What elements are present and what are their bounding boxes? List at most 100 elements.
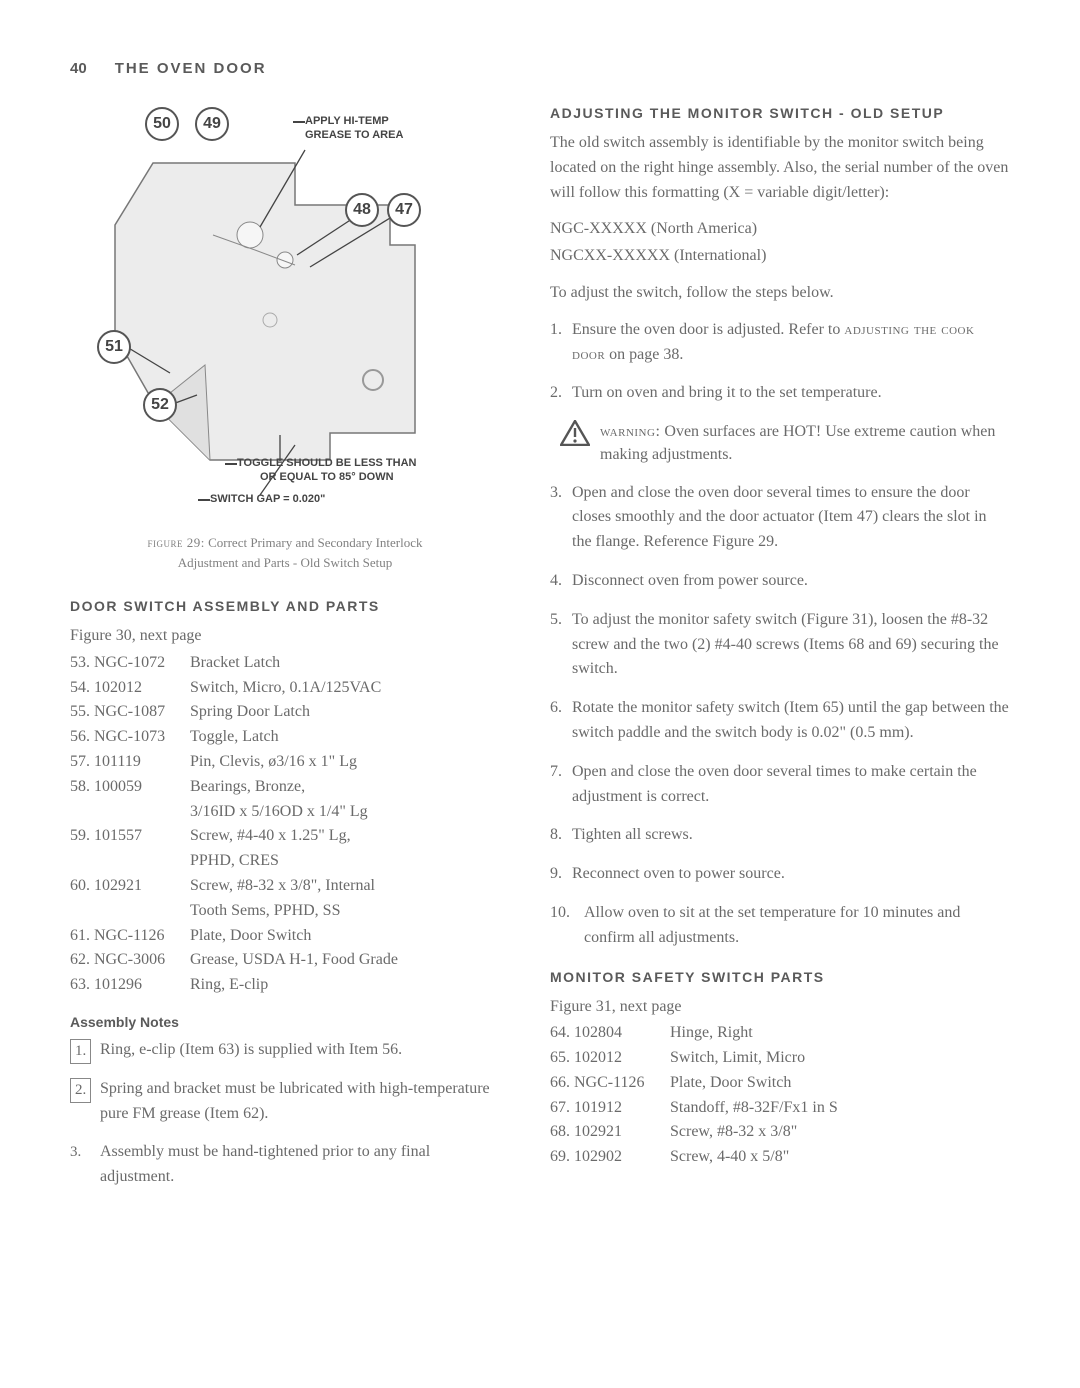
serial-na: NGC-XXXXX (North America): [550, 217, 1010, 242]
part-description: Plate, Door Switch: [670, 1071, 1010, 1096]
callout-52: 52: [143, 388, 177, 422]
part-number: 59. 101557: [70, 824, 190, 849]
part-number: 60. 102921: [70, 874, 190, 899]
part-description: Hinge, Right: [670, 1021, 1010, 1046]
parts-row: 58. 100059Bearings, Bronze,: [70, 775, 500, 800]
part-description: Toggle, Latch: [190, 725, 500, 750]
annot-toggle: TOGGLE SHOULD BE LESS THAN OR EQUAL TO 8…: [237, 457, 416, 485]
part-description: Pin, Clevis, ø3/16 x 1" Lg: [190, 750, 500, 775]
part-number: 66. NGC-1126: [550, 1071, 670, 1096]
figure-29-caption: figure 29: Correct Primary and Secondary…: [70, 533, 500, 572]
step-text: Allow oven to sit at the set temperature…: [584, 904, 960, 946]
part-description: Ring, E-clip: [190, 973, 500, 998]
part-number: 68. 102921: [550, 1120, 670, 1145]
left-column: 50 49 48 47 51 52 APPLY HI-TEMP GREASE T…: [70, 105, 500, 1204]
part-number: 58. 100059: [70, 775, 190, 800]
part-description: Plate, Door Switch: [190, 924, 500, 949]
leader: [198, 499, 210, 501]
parts-row: 68. 102921Screw, #8-32 x 3/8": [550, 1120, 1010, 1145]
step-text: Rotate the monitor safety switch (Item 6…: [572, 699, 1009, 741]
caption-prefix: figure 29:: [147, 535, 204, 550]
step-text: Turn on oven and bring it to the set tem…: [572, 384, 882, 401]
part-description: Tooth Sems, PPHD, SS: [190, 899, 500, 924]
annot-grease: APPLY HI-TEMP GREASE TO AREA: [305, 115, 403, 143]
warning-text: Oven surfaces are HOT! Use extreme cauti…: [600, 423, 995, 463]
heading-adjusting-monitor: ADJUSTING THE MONITOR SWITCH - OLD SETUP: [550, 105, 1010, 121]
callout-47: 47: [387, 193, 421, 227]
parts-row: 69. 102902Screw, 4-40 x 5/8": [550, 1145, 1010, 1170]
parts-list-left: 53. NGC-1072Bracket Latch54. 102012Switc…: [70, 651, 500, 998]
parts-list-right: 64. 102804Hinge, Right65. 102012Switch, …: [550, 1021, 1010, 1170]
assembly-notes-list: Ring, e-clip (Item 63) is supplied with …: [70, 1038, 500, 1190]
callout-50: 50: [145, 107, 179, 141]
parts-row: 64. 102804Hinge, Right: [550, 1021, 1010, 1046]
step-text: To adjust the monitor safety switch (Fig…: [572, 611, 999, 678]
heading-assembly-notes: Assembly Notes: [70, 1014, 500, 1030]
warning-icon: [560, 420, 590, 446]
parts-row: PPHD, CRES: [70, 849, 500, 874]
steps-list: 1. Ensure the oven door is adjusted. Ref…: [550, 318, 1010, 406]
warning-label: warning:: [600, 423, 660, 440]
follow-steps: To adjust the switch, follow the steps b…: [550, 281, 1010, 306]
part-number: [70, 899, 190, 924]
section-title: THE OVEN DOOR: [115, 60, 267, 77]
list-item: Spring and bracket must be lubricated wi…: [70, 1077, 500, 1127]
part-description: Screw, #8-32 x 3/8": [670, 1120, 1010, 1145]
part-description: PPHD, CRES: [190, 849, 500, 874]
list-item: 5.To adjust the monitor safety switch (F…: [550, 608, 1010, 682]
parts-row: 66. NGC-1126Plate, Door Switch: [550, 1071, 1010, 1096]
parts-row: 59. 101557Screw, #4-40 x 1.25" Lg,: [70, 824, 500, 849]
list-item: 3.Open and close the oven door several t…: [550, 481, 1010, 555]
step-text: on page 38.: [605, 346, 683, 363]
parts-row: 3/16ID x 5/16OD x 1/4" Lg: [70, 800, 500, 825]
part-description: Screw, #4-40 x 1.25" Lg,: [190, 824, 500, 849]
part-number: 53. NGC-1072: [70, 651, 190, 676]
warning-block: warning: Oven surfaces are HOT! Use extr…: [560, 420, 1010, 466]
part-number: 67. 101912: [550, 1096, 670, 1121]
heading-monitor-parts: MONITOR SAFETY SWITCH PARTS: [550, 969, 1010, 985]
list-item: 6.Rotate the monitor safety switch (Item…: [550, 696, 1010, 746]
part-description: Bracket Latch: [190, 651, 500, 676]
callout-51: 51: [97, 330, 131, 364]
list-item: 10.Allow oven to sit at the set temperat…: [550, 901, 1010, 951]
annot-gap: SWITCH GAP = 0.020": [210, 493, 325, 507]
part-description: Spring Door Latch: [190, 700, 500, 725]
part-number: 56. NGC-1073: [70, 725, 190, 750]
heading-door-switch-parts: DOOR SWITCH ASSEMBLY AND PARTS: [70, 598, 500, 614]
part-number: 61. NGC-1126: [70, 924, 190, 949]
part-number: 57. 101119: [70, 750, 190, 775]
leader: [293, 121, 305, 123]
parts-row: 54. 102012Switch, Micro, 0.1A/125VAC: [70, 676, 500, 701]
figure-31-ref: Figure 31, next page: [550, 995, 1010, 1020]
note-text: Assembly must be hand-tightened prior to…: [100, 1143, 430, 1185]
step-text: Disconnect oven from power source.: [572, 572, 808, 589]
parts-row: 62. NGC-3006Grease, USDA H-1, Food Grade: [70, 948, 500, 973]
part-description: Screw, 4-40 x 5/8": [670, 1145, 1010, 1170]
list-item: 4.Disconnect oven from power source.: [550, 569, 1010, 594]
parts-row: 67. 101912Standoff, #8-32F/Fx1 in S: [550, 1096, 1010, 1121]
steps-list-cont: 3.Open and close the oven door several t…: [550, 481, 1010, 951]
callout-48: 48: [345, 193, 379, 227]
part-number: 63. 101296: [70, 973, 190, 998]
caption-line2: Adjustment and Parts - Old Switch Setup: [178, 555, 393, 570]
part-description: Switch, Limit, Micro: [670, 1046, 1010, 1071]
step-text: Reconnect oven to power source.: [572, 865, 785, 882]
part-description: 3/16ID x 5/16OD x 1/4" Lg: [190, 800, 500, 825]
part-number: 62. NGC-3006: [70, 948, 190, 973]
note-text: Ring, e-clip (Item 63) is supplied with …: [100, 1041, 402, 1058]
callout-49: 49: [195, 107, 229, 141]
step-text: Open and close the oven door several tim…: [572, 484, 987, 551]
step-text: Open and close the oven door several tim…: [572, 763, 977, 805]
figure-30-ref: Figure 30, next page: [70, 624, 500, 649]
part-number: 64. 102804: [550, 1021, 670, 1046]
list-item: Assembly must be hand-tightened prior to…: [70, 1140, 500, 1190]
part-description: Screw, #8-32 x 3/8", Internal: [190, 874, 500, 899]
caption-line1: Correct Primary and Secondary Interlock: [205, 535, 423, 550]
parts-row: Tooth Sems, PPHD, SS: [70, 899, 500, 924]
page-number: 40: [70, 60, 87, 77]
list-item: 7.Open and close the oven door several t…: [550, 760, 1010, 810]
list-item: 9.Reconnect oven to power source.: [550, 862, 1010, 887]
parts-row: 56. NGC-1073Toggle, Latch: [70, 725, 500, 750]
step-text: Ensure the oven door is adjusted. Refer …: [572, 321, 844, 338]
parts-row: 63. 101296Ring, E-clip: [70, 973, 500, 998]
